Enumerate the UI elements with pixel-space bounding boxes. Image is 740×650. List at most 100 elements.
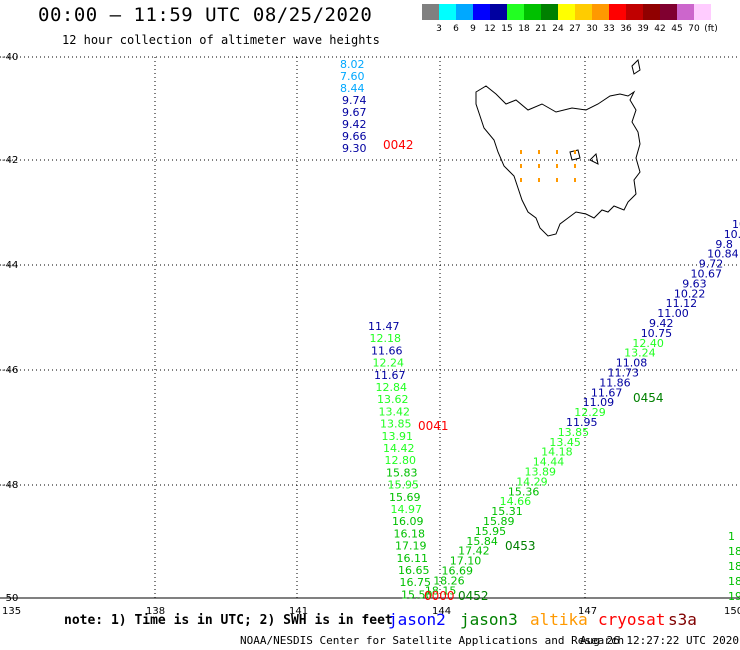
scale-label: 12	[484, 24, 496, 34]
scale-swatch	[694, 4, 711, 20]
scale-swatch	[541, 4, 558, 20]
wave-height-value: 13.45	[549, 436, 581, 449]
track-time-label: 0000	[424, 589, 455, 603]
wave-height-value: 15.95	[475, 525, 507, 538]
scale-label: 33	[603, 24, 615, 34]
river-dot	[538, 150, 540, 154]
scale-swatch	[677, 4, 694, 20]
wave-height-value: 15.84	[466, 535, 498, 548]
island-outline	[589, 152, 599, 165]
scale-label: 27	[569, 24, 581, 34]
wave-height-value: 11.09	[583, 396, 615, 409]
wave-height-value: 9.67	[342, 106, 367, 119]
wave-height-value: 12.40	[632, 337, 664, 350]
wave-height-value: 11.12	[666, 297, 698, 310]
scale-label: 9	[470, 24, 476, 34]
track-time-label: 0453	[505, 539, 536, 553]
river-dot	[574, 150, 576, 154]
scale-label: 30	[586, 24, 598, 34]
wave-height-value: 17.10	[450, 555, 482, 568]
river-dot	[538, 178, 540, 182]
scale-swatch	[456, 4, 473, 20]
river-dot	[520, 178, 522, 182]
track-time-label: 0042	[383, 138, 414, 152]
wave-height-value: 11.95	[566, 416, 598, 429]
wave-height-value: 13.89	[525, 466, 557, 479]
wave-height-value: 10.75	[641, 327, 673, 340]
legend-cryosat: cryosat	[598, 610, 666, 629]
scale-label: 45	[671, 24, 683, 34]
wave-height-value: 12.84	[376, 381, 408, 394]
scale-swatch	[490, 4, 507, 20]
lon-label: 141	[289, 606, 308, 617]
wave-height-value: 15.31	[491, 505, 523, 518]
scale-label: 70	[688, 24, 700, 34]
scale-label: 21	[535, 24, 547, 34]
wave-height-value: 11.00	[657, 307, 689, 320]
wave-height-value: 13.42	[379, 405, 411, 418]
wave-height-value: 16.09	[392, 515, 424, 528]
scale-label: 3	[436, 24, 442, 34]
river-dot	[556, 150, 558, 154]
lon-label: 147	[578, 606, 597, 617]
wave-height-value: 19	[728, 590, 740, 603]
legend-jason2: jason2	[388, 610, 446, 629]
wave-height-value: 18.15	[425, 584, 457, 597]
lat-label: -48	[2, 480, 18, 491]
wave-height-value: 16.69	[442, 565, 474, 578]
wave-height-value: 9.30	[342, 142, 367, 155]
scale-label: 24	[552, 24, 564, 34]
wave-height-value: 9.63	[682, 277, 707, 290]
wave-height-value: 13.62	[377, 393, 409, 406]
scale-swatch	[422, 4, 439, 20]
wave-height-value: 15.83	[386, 466, 418, 479]
wave-height-value: 11.08	[616, 357, 648, 370]
scale-swatch	[524, 4, 541, 20]
river-dot	[556, 178, 558, 182]
page-title: 00:00 – 11:59 UTC 08/25/2020	[38, 4, 373, 26]
wave-height-value: 14.66	[500, 495, 531, 508]
wave-height-value: 14.97	[391, 503, 423, 516]
scale-label: 36	[620, 24, 632, 34]
scale-swatch	[609, 4, 626, 20]
wave-height-value: 15.89	[483, 515, 515, 528]
lat-label: -44	[2, 260, 18, 271]
wave-height-value: 9.66	[342, 130, 367, 143]
wave-height-value: 13.91	[382, 430, 414, 443]
scale-swatch	[592, 4, 609, 20]
wave-height-value: 9.42	[649, 317, 674, 330]
wave-height-value: 8.02	[340, 58, 365, 71]
legend-jason3: jason3	[460, 610, 518, 629]
wave-height-value: 11.86	[599, 376, 631, 389]
timestamp-text: Aug 26 12:27:22 UTC 2020	[580, 634, 739, 647]
wave-height-value: 14.29	[516, 475, 548, 488]
wave-height-value: 10.67	[691, 268, 723, 281]
wave-height-value: 10.84	[707, 248, 739, 261]
wave-height-value: 17.42	[458, 545, 490, 558]
credit-text: NOAA/NESDIS Center for Satellite Applica…	[240, 634, 625, 647]
scale-swatch	[439, 4, 456, 20]
legend-s3a: s3a	[668, 610, 697, 629]
scale-swatch	[473, 4, 490, 20]
wave-height-value: 15.36	[508, 485, 540, 498]
scale-label: (ft)	[704, 24, 718, 34]
track-time-label: 0041	[418, 419, 449, 433]
wave-height-value: 11.67	[591, 386, 623, 399]
wave-height-value: 7.60	[340, 70, 365, 83]
wave-height-value: 9.42	[342, 118, 367, 131]
lon-label: 144	[432, 606, 451, 617]
wave-height-value: 15.50	[401, 588, 433, 601]
lon-label: 150	[724, 606, 740, 617]
wave-height-value: 9.72	[699, 258, 724, 271]
wave-height-value: 16.65	[398, 564, 430, 577]
scale-label: 18	[518, 24, 530, 34]
wave-height-value: 18	[728, 560, 740, 573]
wave-height-value: 11.67	[374, 369, 406, 382]
scale-label: 15	[501, 24, 513, 34]
wave-height-value: 10.22	[674, 287, 706, 300]
wave-height-value: 12.24	[373, 357, 405, 370]
tasmania-coastline	[475, 85, 641, 237]
wave-height-value: 16.75	[400, 576, 432, 589]
island-outline	[631, 58, 641, 75]
river-dot	[520, 150, 522, 154]
